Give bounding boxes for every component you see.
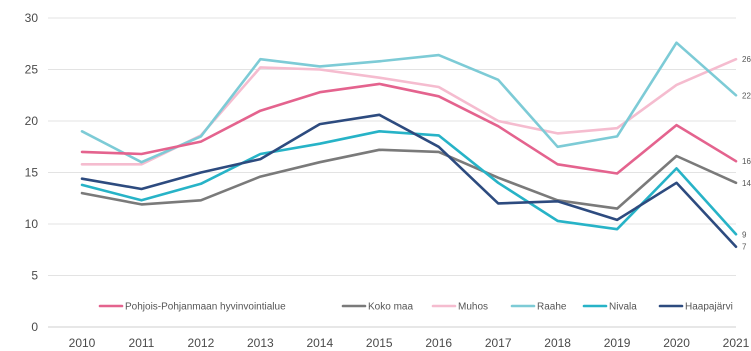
y-tick-label: 10 bbox=[25, 217, 39, 231]
series-line-3 bbox=[80, 41, 738, 164]
x-tick-label: 2020 bbox=[663, 336, 690, 350]
y-tick-label: 5 bbox=[31, 269, 38, 283]
legend-label: Raahe bbox=[537, 302, 567, 313]
x-tick-label: 2014 bbox=[306, 336, 333, 350]
legend-label: Pohjois-Pohjanmaan hyvinvointialue bbox=[125, 302, 286, 313]
x-tick-label: 2010 bbox=[69, 336, 96, 350]
series-line-4 bbox=[80, 130, 738, 236]
end-value-label: 22 bbox=[742, 91, 751, 100]
series-line-2 bbox=[80, 57, 738, 166]
series-line-1 bbox=[80, 148, 738, 210]
legend: Pohjois-Pohjanmaan hyvinvointialue Koko m… bbox=[98, 302, 733, 313]
legend-label: Koko maa bbox=[368, 302, 413, 313]
y-tick-label: 30 bbox=[25, 11, 39, 25]
legend-label: Haapajärvi bbox=[685, 302, 733, 313]
x-tick-label: 2011 bbox=[129, 336, 155, 350]
x-tick-label: 2016 bbox=[425, 336, 452, 350]
x-axis-ticks: 2010 2011 2012 2013 2014 2015 2016 2017 2018 2019… bbox=[69, 336, 750, 350]
x-tick-label: 2019 bbox=[604, 336, 631, 350]
x-tick-label: 2012 bbox=[188, 336, 215, 350]
end-value-label: 14 bbox=[742, 179, 751, 188]
y-axis-ticks: 0 5 10 15 20 25 30 bbox=[25, 11, 39, 334]
end-value-label: 7 bbox=[742, 243, 747, 252]
x-tick-label: 2018 bbox=[544, 336, 571, 350]
y-tick-label: 0 bbox=[31, 320, 38, 334]
end-labels: 16 14 26 22 9 7 bbox=[742, 55, 751, 251]
x-tick-label: 2017 bbox=[485, 336, 512, 350]
end-value-label: 16 bbox=[742, 157, 751, 166]
legend-label: Muhos bbox=[458, 302, 488, 313]
series-line-5 bbox=[80, 113, 738, 248]
end-value-label: 26 bbox=[742, 55, 751, 64]
x-tick-label: 2013 bbox=[247, 336, 274, 350]
legend-label: Nivala bbox=[609, 302, 637, 313]
y-tick-label: 20 bbox=[25, 114, 39, 128]
series-line-0 bbox=[80, 82, 738, 175]
end-value-label: 9 bbox=[742, 230, 747, 239]
y-tick-label: 15 bbox=[25, 166, 39, 180]
gridlines bbox=[48, 17, 736, 328]
y-tick-label: 25 bbox=[25, 63, 39, 77]
x-tick-label: 2015 bbox=[366, 336, 393, 350]
x-tick-label: 2021 bbox=[723, 336, 750, 350]
series-lines bbox=[80, 41, 738, 248]
